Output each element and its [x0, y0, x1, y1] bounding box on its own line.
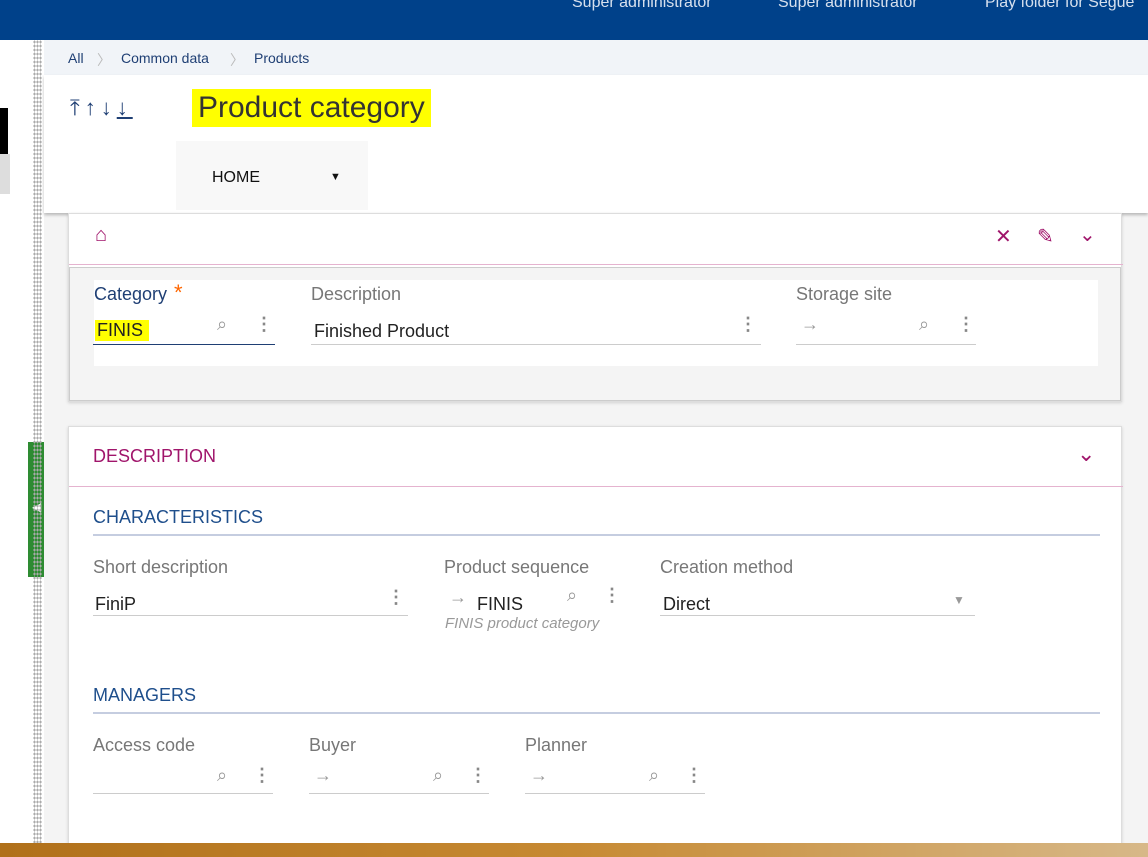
underline — [93, 615, 408, 616]
splitter[interactable] — [33, 40, 42, 843]
link-arrow-icon[interactable]: → — [449, 587, 467, 607]
next-icon[interactable]: ↓ — [100, 95, 117, 120]
underline — [93, 344, 275, 345]
fields-box — [94, 280, 1098, 366]
left-panel: ◀ — [0, 40, 44, 843]
tools-icon[interactable]: ✕ — [995, 226, 1012, 248]
previous-icon[interactable]: ↑ — [84, 95, 101, 120]
main-area: All 〉 Common data 〉 Products ⤒↑↓↓ Produc… — [44, 40, 1148, 856]
category-label: Category — [94, 284, 168, 304]
user-menu[interactable]: Super administrator — [572, 0, 712, 11]
chevron-right-icon: 〉 — [97, 52, 111, 68]
divider — [69, 486, 1123, 487]
buyer-label: Buyer — [309, 735, 357, 755]
role-menu[interactable]: Super administrator — [778, 0, 918, 11]
divider — [93, 712, 1100, 714]
storage-site-label: Storage site — [796, 284, 893, 304]
breadcrumb-products[interactable]: Products — [254, 50, 310, 66]
search-icon[interactable]: ⌕ — [433, 765, 444, 785]
planner-label: Planner — [525, 735, 588, 755]
more-icon[interactable]: ⋮ — [255, 314, 273, 334]
chevron-down-icon[interactable]: ⌄ — [1079, 224, 1096, 246]
chevron-down-icon[interactable]: ⌄ — [1077, 441, 1096, 466]
creation-method-select[interactable]: Direct — [663, 594, 711, 614]
description-card: DESCRIPTION ⌄ CHARACTERISTICS Short desc… — [68, 426, 1123, 856]
access-code-label: Access code — [93, 735, 196, 755]
chevron-right-icon: 〉 — [230, 52, 244, 68]
home-menu-button[interactable]: HOME ▼ — [176, 141, 368, 210]
underline — [93, 793, 273, 794]
top-bar: Super administrator Super administrator … — [0, 0, 1148, 40]
more-icon[interactable]: ⋮ — [603, 585, 621, 605]
page-title: Product category — [192, 89, 431, 127]
panel-block — [0, 154, 10, 194]
record-card: ⌂ ✕ ✎ ⌄ Category * FINIS ⌕ ⋮ Description… — [68, 213, 1123, 402]
first-icon[interactable]: ⤒ — [70, 95, 85, 120]
more-icon[interactable]: ⋮ — [957, 314, 975, 334]
creation-method-label: Creation method — [660, 557, 794, 577]
underline — [309, 793, 489, 794]
underline — [660, 615, 975, 616]
managers-title: MANAGERS — [93, 685, 197, 705]
section-title: DESCRIPTION — [93, 446, 217, 466]
characteristics-title: CHARACTERISTICS — [93, 507, 264, 527]
search-icon[interactable]: ⌕ — [217, 314, 228, 334]
search-icon[interactable]: ⌕ — [567, 585, 578, 605]
home-icon[interactable]: ⌂ — [95, 224, 108, 246]
breadcrumb-all[interactable]: All — [68, 50, 84, 66]
divider — [69, 264, 1123, 265]
search-icon[interactable]: ⌕ — [217, 765, 228, 785]
breadcrumb: All 〉 Common data 〉 Products — [44, 40, 1148, 75]
windows-taskbar — [0, 843, 1148, 857]
description-label: Description — [311, 284, 402, 304]
link-arrow-icon[interactable]: → — [801, 314, 819, 334]
more-icon[interactable]: ⋮ — [685, 765, 703, 785]
more-icon[interactable]: ⋮ — [387, 587, 405, 607]
more-icon[interactable]: ⋮ — [253, 765, 271, 785]
folder-menu[interactable]: Play folder for Segue — [985, 0, 1135, 11]
caret-down-icon[interactable]: ▼ — [953, 593, 965, 607]
last-icon[interactable]: ↓ — [116, 95, 133, 120]
underline — [796, 344, 976, 345]
short-description-input[interactable]: FiniP — [95, 594, 137, 614]
breadcrumb-common-data[interactable]: Common data — [121, 50, 209, 66]
required-marker: * — [174, 280, 183, 305]
underline — [525, 793, 705, 794]
page-header: ⤒↑↓↓ Product category HOME ▼ — [44, 75, 1148, 213]
product-sequence-hint: FINIS product category — [445, 615, 600, 632]
link-arrow-icon[interactable]: → — [530, 765, 548, 785]
more-icon[interactable]: ⋮ — [739, 314, 757, 334]
record-fields — [69, 267, 1121, 401]
divider — [93, 534, 1100, 536]
home-menu-label: HOME — [212, 169, 260, 186]
panel-block — [0, 108, 8, 154]
edit-pencil-icon[interactable]: ✎ — [1037, 226, 1054, 248]
search-icon[interactable]: ⌕ — [649, 765, 660, 785]
more-icon[interactable]: ⋮ — [469, 765, 487, 785]
product-sequence-input[interactable]: FINIS — [477, 594, 524, 614]
record-nav: ⤒↑↓↓ — [70, 95, 133, 121]
link-arrow-icon[interactable]: → — [314, 765, 332, 785]
underline — [311, 344, 761, 345]
caret-down-icon: ▼ — [330, 171, 341, 183]
description-input[interactable]: Finished Product — [314, 321, 450, 341]
short-description-label: Short description — [93, 557, 229, 577]
category-input[interactable]: FINIS — [95, 320, 150, 341]
search-icon[interactable]: ⌕ — [919, 314, 930, 334]
product-sequence-label: Product sequence — [444, 557, 590, 577]
